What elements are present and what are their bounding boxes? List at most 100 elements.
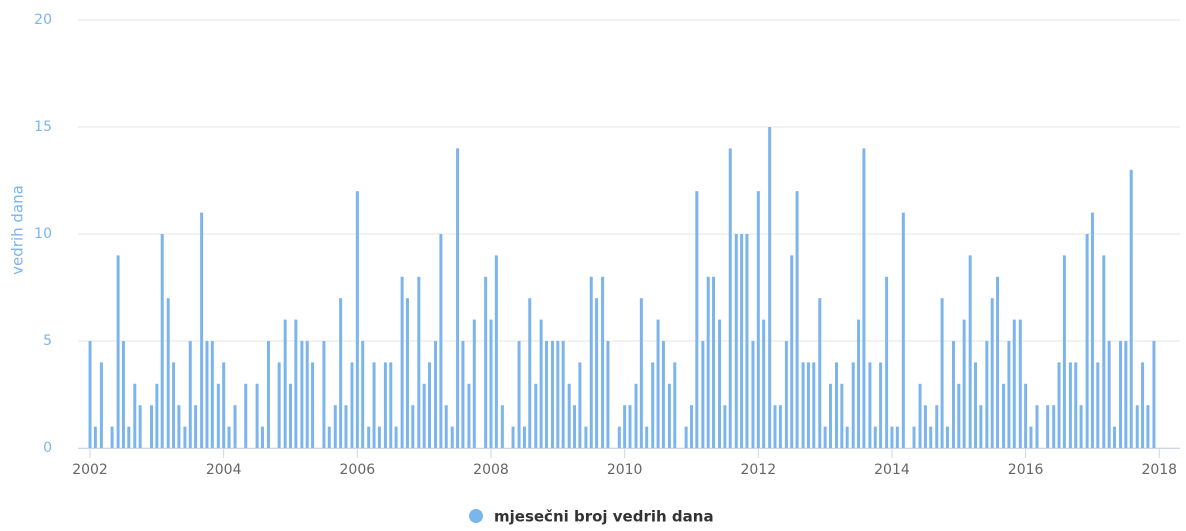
bar (372, 362, 376, 448)
bar (784, 341, 788, 448)
bar (923, 405, 927, 448)
bar (985, 341, 989, 448)
bar (634, 383, 638, 448)
bar (1124, 341, 1128, 448)
bar (835, 362, 839, 448)
bar (383, 362, 387, 448)
bar (790, 255, 794, 448)
bar (745, 234, 749, 448)
bar (534, 383, 538, 448)
bar (550, 341, 554, 448)
bar (150, 405, 154, 448)
bar (1052, 405, 1056, 448)
bar (411, 405, 415, 448)
bar (417, 276, 421, 448)
bar (656, 319, 660, 448)
bar (311, 362, 315, 448)
bar (840, 383, 844, 448)
bar (823, 426, 827, 448)
bar (951, 341, 955, 448)
bar (845, 426, 849, 448)
bar (1018, 319, 1022, 448)
bar (133, 383, 137, 448)
bar (740, 234, 744, 448)
bar (589, 276, 593, 448)
bar (367, 426, 371, 448)
bar (595, 298, 599, 448)
bar (868, 362, 872, 448)
bar (227, 426, 231, 448)
bar (1046, 405, 1050, 448)
bar (885, 276, 889, 448)
x-tick-label: 2006 (340, 462, 376, 478)
bar (539, 319, 543, 448)
bar (935, 405, 939, 448)
bar (773, 405, 777, 448)
bar (968, 255, 972, 448)
bar (138, 405, 142, 448)
y-tick-label: 20 (34, 12, 52, 28)
bar (444, 405, 448, 448)
bar (339, 298, 343, 448)
bar (205, 341, 209, 448)
bar (673, 362, 677, 448)
bar (723, 405, 727, 448)
bar (494, 255, 498, 448)
bar (110, 426, 114, 448)
bar (188, 341, 192, 448)
bar (1035, 405, 1039, 448)
bar (751, 341, 755, 448)
bar (945, 426, 949, 448)
bar (1129, 169, 1133, 449)
bar (929, 426, 933, 448)
bar (428, 362, 432, 448)
bar (756, 191, 760, 448)
bar (1119, 341, 1123, 448)
bar (350, 362, 354, 448)
bar (1141, 362, 1145, 448)
bar (200, 212, 204, 448)
bar (801, 362, 805, 448)
bar (1102, 255, 1106, 448)
bar (511, 426, 515, 448)
bar (701, 341, 705, 448)
bar (183, 426, 187, 448)
bar (544, 341, 548, 448)
bar (1024, 383, 1028, 448)
bar (706, 276, 710, 448)
bar (667, 383, 671, 448)
bar (762, 319, 766, 448)
bar (361, 341, 365, 448)
bar (689, 405, 693, 448)
bar (121, 341, 125, 448)
bar (1057, 362, 1061, 448)
bar (333, 405, 337, 448)
bar (734, 234, 738, 448)
bar (422, 383, 426, 448)
y-axis-label: vedrih dana (9, 185, 27, 275)
bar (1012, 319, 1016, 448)
y-tick-label: 0 (43, 440, 52, 456)
bar (606, 341, 610, 448)
bar (283, 319, 287, 448)
bar (1146, 405, 1150, 448)
bar (862, 148, 866, 448)
bar (1068, 362, 1072, 448)
bar (522, 426, 526, 448)
bar (439, 234, 443, 448)
bar (93, 426, 97, 448)
bar (389, 362, 393, 448)
bar (1113, 426, 1117, 448)
bar (556, 341, 560, 448)
bar (1085, 234, 1089, 448)
bar (617, 426, 621, 448)
bar (879, 362, 883, 448)
bar (222, 362, 226, 448)
bar (1096, 362, 1100, 448)
bar (873, 426, 877, 448)
bar (277, 362, 281, 448)
bar (684, 426, 688, 448)
bar (456, 148, 460, 448)
bar (890, 426, 894, 448)
